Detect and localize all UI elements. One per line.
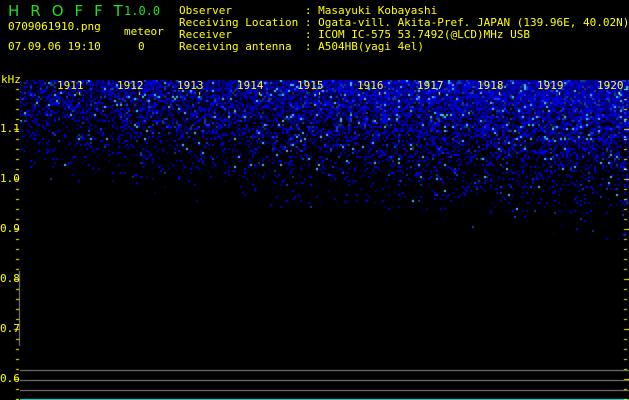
freq-label: 0.6 bbox=[0, 372, 20, 385]
info-key: Receiver bbox=[179, 28, 305, 41]
file-name: 0709061910.png bbox=[8, 20, 101, 33]
meteor-count: 0 bbox=[138, 40, 145, 53]
time-label: 1920 bbox=[597, 79, 624, 92]
unit-label: kHz bbox=[1, 73, 21, 86]
time-label: 1918 bbox=[477, 79, 504, 92]
info-value: Masayuki Kobayashi bbox=[318, 4, 438, 17]
info-value: ICOM IC-575 53.7492(@LCD)MHz USB bbox=[318, 28, 531, 41]
meteor-label: meteor bbox=[124, 25, 164, 38]
app-version: 1.0.0 bbox=[124, 4, 161, 18]
info-value: Ogata-vill. Akita-Pref. JAPAN (139.96E, … bbox=[318, 16, 629, 29]
time-label: 1913 bbox=[177, 79, 204, 92]
time-label: 1915 bbox=[297, 79, 324, 92]
info-receiver: Receiver : ICOM IC-575 53.7492(@LCD)MHz … bbox=[179, 28, 531, 41]
time-label: 1919 bbox=[537, 79, 564, 92]
freq-label: 0.9 bbox=[0, 222, 20, 235]
file-datetime: 07.09.06 19:10 bbox=[8, 40, 101, 53]
time-label: 1911 bbox=[57, 79, 84, 92]
info-key: Observer bbox=[179, 4, 305, 17]
info-key: Receiving antenna bbox=[179, 40, 305, 53]
time-label: 1917 bbox=[417, 79, 444, 92]
freq-label: 1.1 bbox=[0, 122, 20, 135]
info-location: Receiving Location : Ogata-vill. Akita-P… bbox=[179, 16, 629, 29]
time-label: 1914 bbox=[237, 79, 264, 92]
time-label: 1912 bbox=[117, 79, 144, 92]
info-observer: Observer : Masayuki Kobayashi bbox=[179, 4, 438, 17]
time-label: 1916 bbox=[357, 79, 384, 92]
freq-label: 0.8 bbox=[0, 272, 20, 285]
info-key: Receiving Location bbox=[179, 16, 305, 29]
app-title: HROFFT bbox=[8, 2, 134, 20]
freq-label: 1.0 bbox=[0, 172, 20, 185]
info-value: A504HB(yagi 4el) bbox=[318, 40, 425, 53]
freq-label: 0.7 bbox=[0, 322, 20, 335]
axis-ticks bbox=[0, 70, 629, 400]
info-antenna: Receiving antenna : A504HB(yagi 4el) bbox=[179, 40, 425, 53]
